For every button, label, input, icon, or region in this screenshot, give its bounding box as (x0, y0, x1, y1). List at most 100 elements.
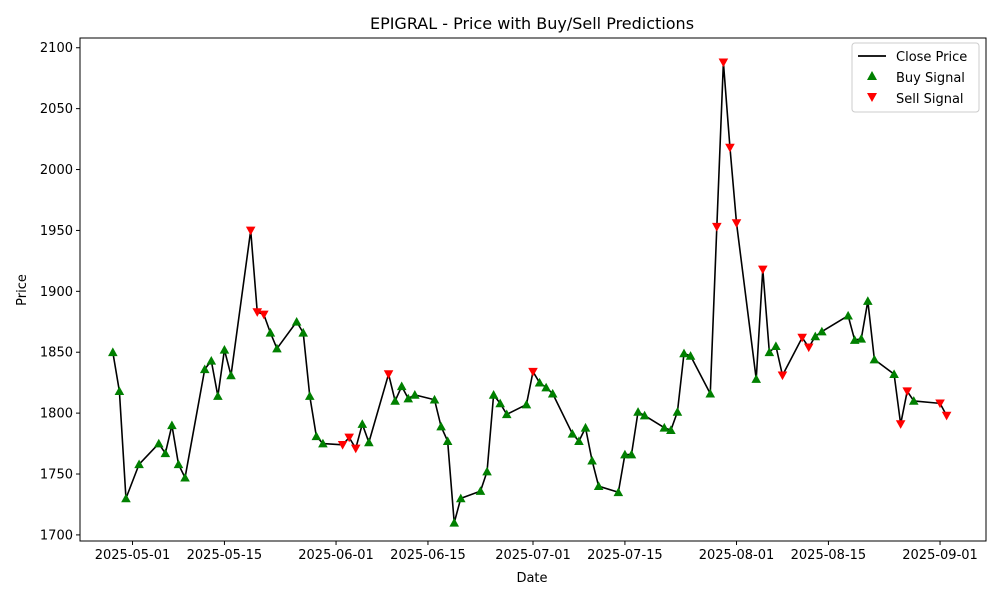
buy-signal-marker (403, 393, 414, 403)
legend-buy-triangle-icon (867, 71, 877, 80)
buy-signal-marker (213, 391, 223, 400)
buy-signal-marker (436, 421, 446, 431)
x-tick-label: 2025-06-15 (390, 548, 466, 563)
buy-signal-marker (291, 316, 302, 326)
buy-signal-marker (751, 374, 762, 383)
buy-signal-marker (108, 347, 118, 357)
x-axis-label: Date (516, 571, 547, 586)
sell-signal-marker (757, 265, 768, 275)
x-tick-label: 2025-07-15 (587, 548, 663, 563)
sell-signal-marker (245, 226, 256, 236)
buy-signal-marker (173, 459, 184, 469)
x-tick-label: 2025-09-01 (902, 548, 978, 563)
buy-signal-marker (613, 487, 624, 497)
legend-box (851, 42, 980, 113)
y-tick-label: 1900 (40, 285, 73, 300)
buy-signal-marker (639, 410, 650, 420)
buy-signal-marker (501, 409, 512, 419)
sell-signal-marker (252, 308, 263, 317)
buy-signal-marker (672, 407, 683, 416)
buy-signal-marker (764, 347, 775, 357)
sell-signal-marker (902, 387, 913, 396)
buy-signal-marker (475, 486, 486, 495)
buy-signal-marker (908, 396, 919, 405)
buy-signal-marker (863, 296, 873, 305)
x-tick-label: 2025-08-15 (791, 548, 867, 563)
sell-signal-marker (383, 370, 394, 379)
legend-close-label: Close Price (896, 50, 967, 65)
buy-signal-marker (298, 327, 309, 337)
sell-signal-marker (259, 310, 269, 320)
buy-signal-marker (580, 422, 591, 432)
buy-signal-marker (810, 331, 821, 341)
buy-signal-marker (272, 343, 282, 353)
y-tick-label: 1700 (40, 528, 73, 543)
sell-signal-marker (941, 411, 952, 421)
buy-signal-marker (534, 377, 545, 387)
buy-signal-marker (121, 493, 131, 503)
buy-signal-marker (869, 354, 880, 364)
buy-signal-marker (856, 334, 867, 343)
buy-signal-marker (318, 438, 328, 448)
sell-signal-marker (712, 222, 722, 232)
buy-signal-marker (633, 407, 643, 416)
buy-signal-marker (593, 481, 604, 491)
legend-sell-label: Sell Signal (896, 92, 964, 107)
sell-signal-marker (725, 143, 735, 153)
buy-signal-marker (167, 420, 177, 430)
sell-signal-marker (935, 399, 945, 409)
buy-signal-marker (311, 431, 322, 441)
sell-signal-marker (350, 444, 361, 454)
buy-signal-marker (265, 327, 276, 337)
buy-signal-marker (442, 436, 453, 445)
buy-signal-marker (889, 369, 899, 378)
buy-signal-marker (199, 364, 210, 374)
buy-signal-marker (620, 449, 630, 459)
buy-signal-marker (364, 437, 374, 447)
buy-signal-marker (357, 419, 368, 428)
buy-signal-marker (567, 429, 578, 438)
sell-signal-marker (718, 58, 729, 68)
y-tick-label: 2050 (40, 102, 73, 117)
buy-signal-marker (541, 382, 551, 392)
y-axis: 1700 1750 1800 1850 1900 1950 2000 2050 2100 (40, 41, 80, 543)
y-axis-label: Price (15, 274, 30, 306)
y-tick-label: 1800 (40, 407, 73, 422)
buy-signal-marker (495, 398, 505, 408)
sell-signal-marker (895, 420, 906, 429)
legend-buy-label: Buy Signal (896, 71, 965, 86)
x-tick-label: 2025-08-01 (699, 548, 775, 563)
legend-sell-triangle-icon (867, 93, 877, 102)
chart-title: EPIGRAL - Price with Buy/Sell Prediction… (370, 14, 694, 33)
legend: Close Price Buy Signal Sell Signal (851, 42, 980, 113)
buy-signal-marker (685, 351, 696, 360)
x-tick-label: 2025-07-01 (495, 548, 571, 563)
buy-signal-marker (547, 388, 558, 398)
x-tick-label: 2025-06-01 (298, 548, 374, 563)
buy-signal-marker (705, 388, 716, 398)
buy-signal-marker (771, 341, 781, 350)
buy-signal-marker (455, 493, 466, 503)
sell-signal-marker (337, 440, 348, 450)
buy-signal-marker (206, 355, 217, 365)
buy-signal-marker (659, 422, 670, 432)
y-tick-label: 1750 (40, 468, 73, 483)
buy-signal-marker (817, 326, 827, 336)
buy-signal-marker (521, 399, 532, 409)
buy-signal-marker (304, 391, 315, 400)
x-axis: 2025-05-01 2025-05-15 2025-06-01 2025-06-15… (95, 541, 978, 563)
buy-signal-marker (587, 455, 597, 465)
buy-signal-marker (626, 449, 637, 459)
plot-area (80, 38, 986, 541)
buy-signal-marker (843, 310, 853, 320)
y-tick-label: 2000 (40, 163, 73, 178)
buy-signal-marker (574, 436, 584, 445)
sell-signal-marker (528, 367, 538, 377)
buy-signal-marker (226, 370, 236, 380)
plot-frame (79, 37, 987, 542)
buy-signal-marker (449, 517, 460, 527)
sell-signal-marker (777, 371, 788, 381)
buy-signal-marker (396, 381, 407, 391)
buy-signal-marker (482, 466, 492, 476)
